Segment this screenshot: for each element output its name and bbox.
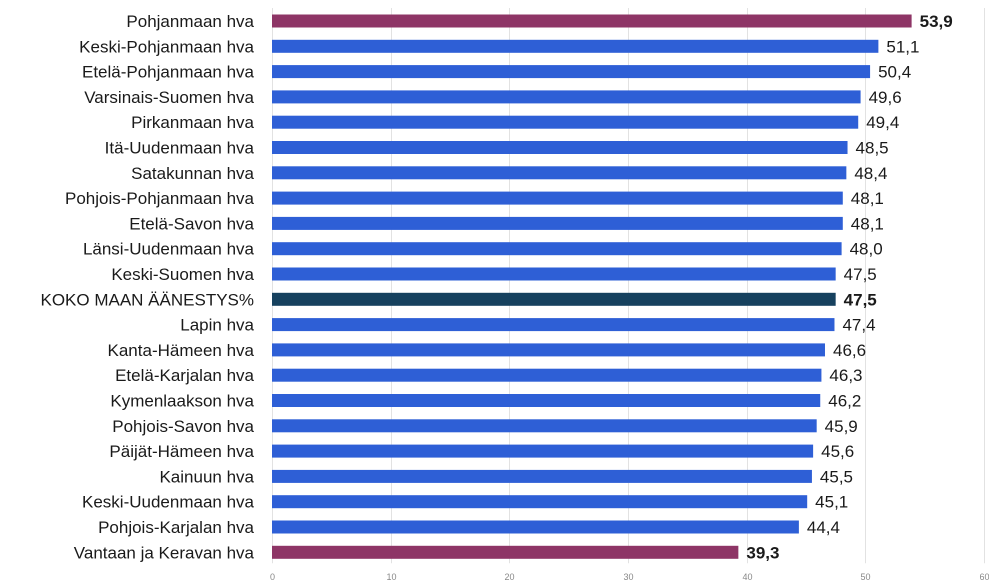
category-label: Etelä-Savon hva xyxy=(129,214,254,233)
x-tick-label: 60 xyxy=(979,572,989,582)
bar xyxy=(272,469,812,483)
bar xyxy=(272,166,847,180)
bar xyxy=(272,419,817,433)
value-label: 46,3 xyxy=(829,366,862,385)
value-label: 48,0 xyxy=(850,240,883,259)
x-tick-label: 50 xyxy=(860,572,870,582)
category-label: Kymenlaakson hva xyxy=(110,392,254,411)
bar xyxy=(272,292,836,306)
bars xyxy=(272,14,912,559)
bar xyxy=(272,141,848,154)
bar xyxy=(272,267,836,281)
value-label: 47,4 xyxy=(842,316,875,335)
category-labels: Pohjanmaan hva Keski-Pohjanmaan hva Etelä-… xyxy=(41,12,255,562)
value-label: 46,2 xyxy=(828,392,861,411)
category-label: Lapin hva xyxy=(180,316,254,335)
category-label: Keski-Pohjanmaan hva xyxy=(79,37,254,56)
value-labels: 53,951,1 50,4 49,6 49,4 48,5 48,4 48,1 48,1 48,0… xyxy=(746,12,952,562)
bar xyxy=(272,343,825,357)
category-label: Pirkanmaan hva xyxy=(131,113,254,132)
value-label: 48,1 xyxy=(851,189,884,208)
category-label: Pohjanmaan hva xyxy=(126,12,254,31)
value-label: 48,5 xyxy=(856,139,889,158)
category-label: Keski-Suomen hva xyxy=(111,265,254,284)
bar xyxy=(272,39,879,53)
value-label: 51,1 xyxy=(886,37,919,56)
value-label: 49,4 xyxy=(866,113,899,132)
bar xyxy=(272,394,821,407)
value-label: 39,3 xyxy=(746,543,779,562)
value-label: 46,6 xyxy=(833,341,866,360)
value-label: 48,4 xyxy=(854,164,887,183)
x-tick-label: 10 xyxy=(386,572,396,582)
category-label: Etelä-Pohjanmaan hva xyxy=(82,63,255,82)
category-label: Satakunnan hva xyxy=(131,164,254,183)
value-label: 45,1 xyxy=(815,493,848,512)
value-label: 44,4 xyxy=(807,518,840,537)
category-label: Kainuun hva xyxy=(159,467,254,486)
category-label: Varsinais-Suomen hva xyxy=(84,88,254,107)
x-axis-tick-labels: 0 10 20 30 40 50 60 xyxy=(270,572,989,582)
category-label: Itä-Uudenmaan hva xyxy=(105,139,255,158)
category-label: KOKO MAAN ÄÄNESTYS% xyxy=(41,290,255,309)
value-label: 47,5 xyxy=(844,265,877,284)
category-label: Pohjois-Savon hva xyxy=(112,417,254,436)
category-label: Pohjois-Pohjanmaan hva xyxy=(65,189,255,208)
value-label: 45,9 xyxy=(825,417,858,436)
category-label: Kanta-Hämeen hva xyxy=(108,341,255,360)
category-label: Etelä-Karjalan hva xyxy=(115,366,254,385)
x-tick-label: 40 xyxy=(742,572,752,582)
bar xyxy=(272,444,814,458)
bar xyxy=(272,368,822,382)
value-label: 45,5 xyxy=(820,467,853,486)
bar xyxy=(272,65,871,79)
category-label: Vantaan ja Keravan hva xyxy=(74,543,255,562)
value-label: 48,1 xyxy=(851,214,884,233)
bar xyxy=(272,495,808,509)
bar xyxy=(272,191,843,205)
category-label: Länsi-Uudenmaan hva xyxy=(83,240,255,259)
bar xyxy=(272,90,861,104)
category-label: Keski-Uudenmaan hva xyxy=(82,493,255,512)
x-tick-label: 20 xyxy=(504,572,514,582)
bar xyxy=(272,216,843,230)
value-label: 47,5 xyxy=(844,290,877,309)
value-label: 45,6 xyxy=(821,442,854,461)
value-label: 50,4 xyxy=(878,63,911,82)
value-label: 49,6 xyxy=(869,88,902,107)
bar xyxy=(272,242,842,256)
x-tick-label: 0 xyxy=(270,572,275,582)
x-tick-label: 30 xyxy=(623,572,633,582)
bar xyxy=(272,115,859,129)
category-label: Pohjois-Karjalan hva xyxy=(98,518,254,537)
bar xyxy=(272,520,799,534)
bar xyxy=(272,14,912,28)
value-label: 53,9 xyxy=(920,12,953,31)
category-label: Päijät-Hämeen hva xyxy=(109,442,254,461)
bar xyxy=(272,318,835,332)
bar xyxy=(272,545,739,559)
